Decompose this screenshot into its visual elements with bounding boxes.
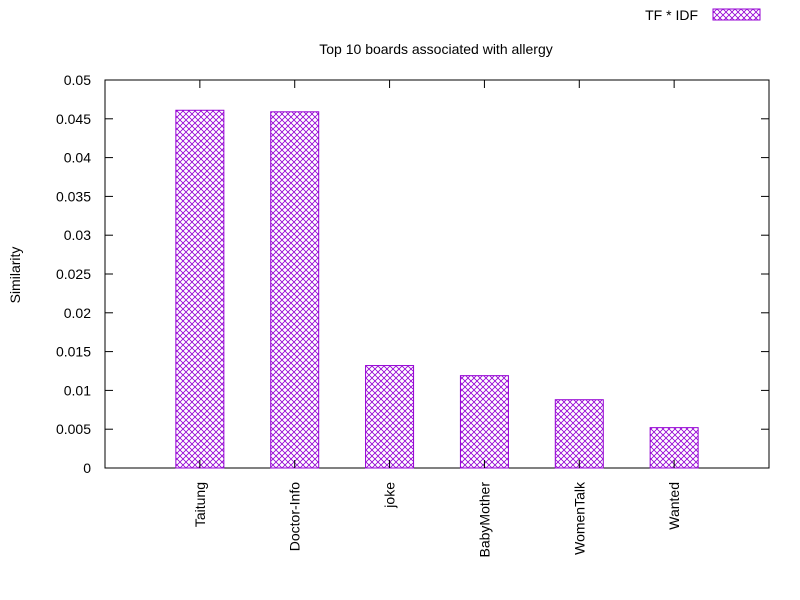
x-tick-label: Wanted [666,482,682,530]
legend-label: TF * IDF [645,7,698,23]
y-tick-label: 0 [83,460,91,476]
y-axis-label: Similarity [7,247,23,304]
x-tick-label: BabyMother [476,482,492,558]
bar-series [175,109,699,469]
bar [365,365,415,469]
chart-title: Top 10 boards associated with allergy [319,41,552,57]
x-tick-label: joke [382,482,398,509]
y-tick-label: 0.045 [56,111,91,127]
bar [175,109,225,469]
x-tick-label: WomenTalk [571,481,587,555]
legend-swatch [712,8,761,21]
x-axis: Taitung Doctor-Info joke BabyMother WomenTal… [192,80,682,557]
legend: TF * IDF [645,7,761,23]
x-tick-label: Taitung [192,482,208,527]
y-tick-label: 0.04 [64,150,91,166]
y-tick-label: 0.035 [56,188,91,204]
bar [270,111,320,469]
y-tick-label: 0.005 [56,421,91,437]
y-tick-label: 0.03 [64,227,91,243]
bar [459,375,509,469]
y-tick-label: 0.02 [64,305,91,321]
y-tick-label: 0.015 [56,344,91,360]
y-tick-label: 0.01 [64,382,91,398]
y-axis: 0 0.005 0.01 0.015 0.02 0.025 0.03 0.035 0.04 0.0… [56,72,769,476]
y-tick-label: 0.05 [64,72,91,88]
x-tick-label: Doctor-Info [287,482,303,551]
y-tick-label: 0.025 [56,266,91,282]
bar [554,399,604,469]
